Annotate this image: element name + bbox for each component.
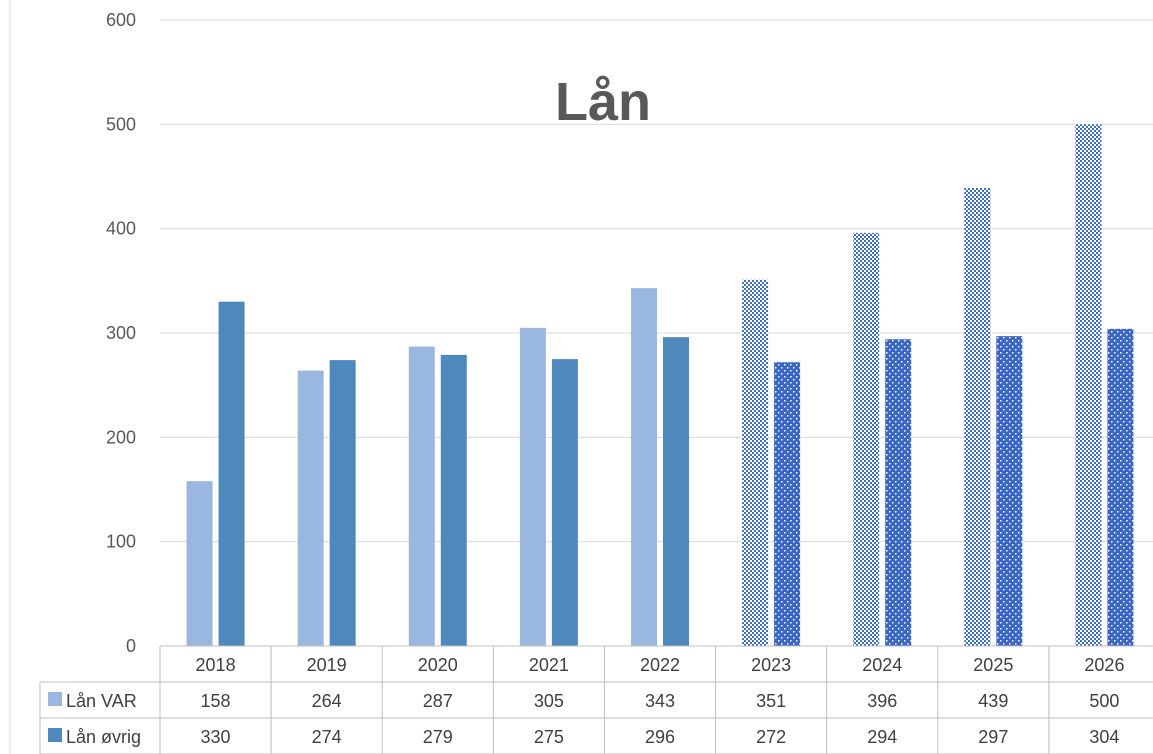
data-label: 275 xyxy=(534,727,564,747)
data-label: 396 xyxy=(867,691,897,711)
x-tick-label: 2018 xyxy=(196,655,236,675)
bar xyxy=(408,346,435,646)
bar xyxy=(631,288,657,646)
bar xyxy=(218,301,245,646)
y-axis-ticks: 0 100 200 300 400 500 600 xyxy=(106,10,136,656)
y-tick-label: 0 xyxy=(126,636,136,656)
data-label: 305 xyxy=(534,691,564,711)
bar xyxy=(1107,328,1134,646)
bars xyxy=(186,124,1134,647)
x-tick-label: 2023 xyxy=(751,655,791,675)
bar xyxy=(964,187,991,646)
data-label: 158 xyxy=(201,691,231,711)
data-label: 287 xyxy=(423,691,453,711)
bar xyxy=(885,339,912,646)
bar xyxy=(329,360,356,646)
data-label: 343 xyxy=(645,691,675,711)
bar xyxy=(1075,124,1102,647)
bar xyxy=(663,337,689,646)
data-label: 297 xyxy=(978,727,1008,747)
data-label: 279 xyxy=(423,727,453,747)
legend-swatch xyxy=(48,692,62,706)
y-tick-label: 100 xyxy=(106,532,136,552)
data-label: 304 xyxy=(1089,727,1119,747)
data-label: 330 xyxy=(201,727,231,747)
chart-frame xyxy=(9,0,11,754)
data-label: 439 xyxy=(978,691,1008,711)
bar xyxy=(186,481,213,646)
y-tick-label: 300 xyxy=(106,323,136,343)
data-label: 264 xyxy=(312,691,342,711)
y-tick-label: 600 xyxy=(106,10,136,30)
bar xyxy=(551,359,578,646)
data-label: 500 xyxy=(1089,691,1119,711)
bar xyxy=(853,232,880,646)
x-tick-label: 2026 xyxy=(1084,655,1124,675)
bar xyxy=(742,279,769,646)
bar xyxy=(440,354,467,646)
x-tick-label: 2024 xyxy=(862,655,902,675)
bar xyxy=(519,327,546,646)
x-tick-label: 2019 xyxy=(307,655,347,675)
legend-swatch xyxy=(48,728,62,742)
x-tick-label: 2021 xyxy=(529,655,569,675)
data-label: 294 xyxy=(867,727,897,747)
x-tick-label: 2020 xyxy=(418,655,458,675)
y-tick-label: 500 xyxy=(106,114,136,134)
x-tick-label: 2025 xyxy=(973,655,1013,675)
y-tick-label: 200 xyxy=(106,427,136,447)
bar xyxy=(996,336,1023,646)
bar xyxy=(774,362,801,646)
data-label: 296 xyxy=(645,727,675,747)
x-tick-label: 2022 xyxy=(640,655,680,675)
y-tick-label: 400 xyxy=(106,219,136,239)
data-label: 272 xyxy=(756,727,786,747)
data-label: 351 xyxy=(756,691,786,711)
bar xyxy=(297,370,324,646)
data-label: 274 xyxy=(312,727,342,747)
legend-label: Lån VAR xyxy=(66,691,137,711)
gridlines xyxy=(160,19,1153,543)
legend-label: Lån øvrig xyxy=(66,727,141,747)
chart-title: Lån xyxy=(555,72,651,132)
data-table: 2018 2019 2020 2021 2022 2023 2024 2025 2026 Lån … xyxy=(39,645,1153,754)
